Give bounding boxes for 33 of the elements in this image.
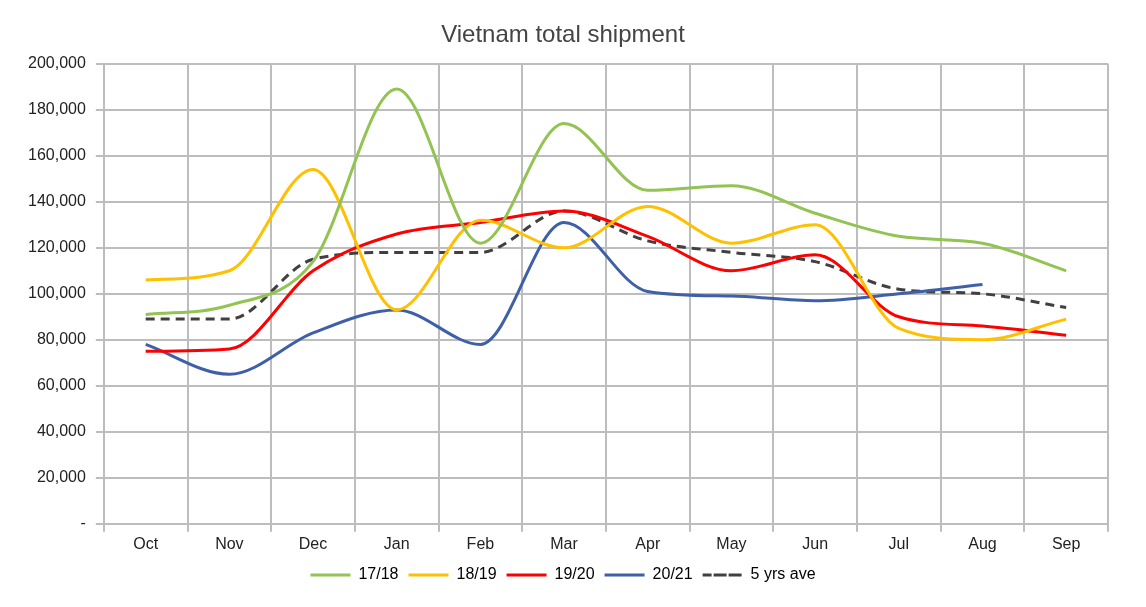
y-tick-label: 20,000 (36, 468, 86, 486)
x-tick-label: Apr (635, 534, 661, 552)
x-tick-label: Sep (1051, 534, 1081, 552)
x-tick-label: Aug (968, 534, 997, 552)
legend-label: 17/18 (358, 565, 399, 583)
x-tick-label: Jul (888, 534, 910, 552)
x-tick-label: Jun (802, 534, 829, 552)
legend-label: 20/21 (652, 565, 693, 583)
chart-title: Vietnam total shipment (441, 20, 686, 48)
y-tick-label: 120,000 (27, 238, 86, 256)
legend-label: 19/20 (554, 565, 595, 583)
y-tick-label: 200,000 (27, 54, 86, 72)
x-tick-label: May (716, 534, 747, 552)
y-tick-label: 180,000 (27, 100, 86, 118)
x-tick-label: Feb (466, 534, 495, 552)
y-tick-label: 140,000 (27, 192, 86, 210)
y-tick-label: 160,000 (27, 146, 86, 164)
line-series (144, 87, 1068, 316)
y-tick-label: 80,000 (36, 330, 86, 348)
y-tick-label: 100,000 (27, 284, 86, 302)
y-tick-label: 40,000 (36, 422, 86, 440)
x-tick-label: Jan (383, 534, 410, 552)
x-tick-label: Oct (133, 534, 159, 552)
legend-label: 5 yrs ave (750, 565, 816, 583)
y-tick-label: 60,000 (36, 376, 86, 394)
line-series (144, 221, 984, 376)
line-series (144, 168, 1068, 342)
x-tick-label: Nov (215, 534, 244, 552)
line-series (144, 209, 1068, 353)
y-tick-label: - (80, 514, 86, 532)
x-tick-label: Dec (298, 534, 328, 552)
x-tick-label: Mar (550, 534, 579, 552)
legend-label: 18/19 (456, 565, 497, 583)
